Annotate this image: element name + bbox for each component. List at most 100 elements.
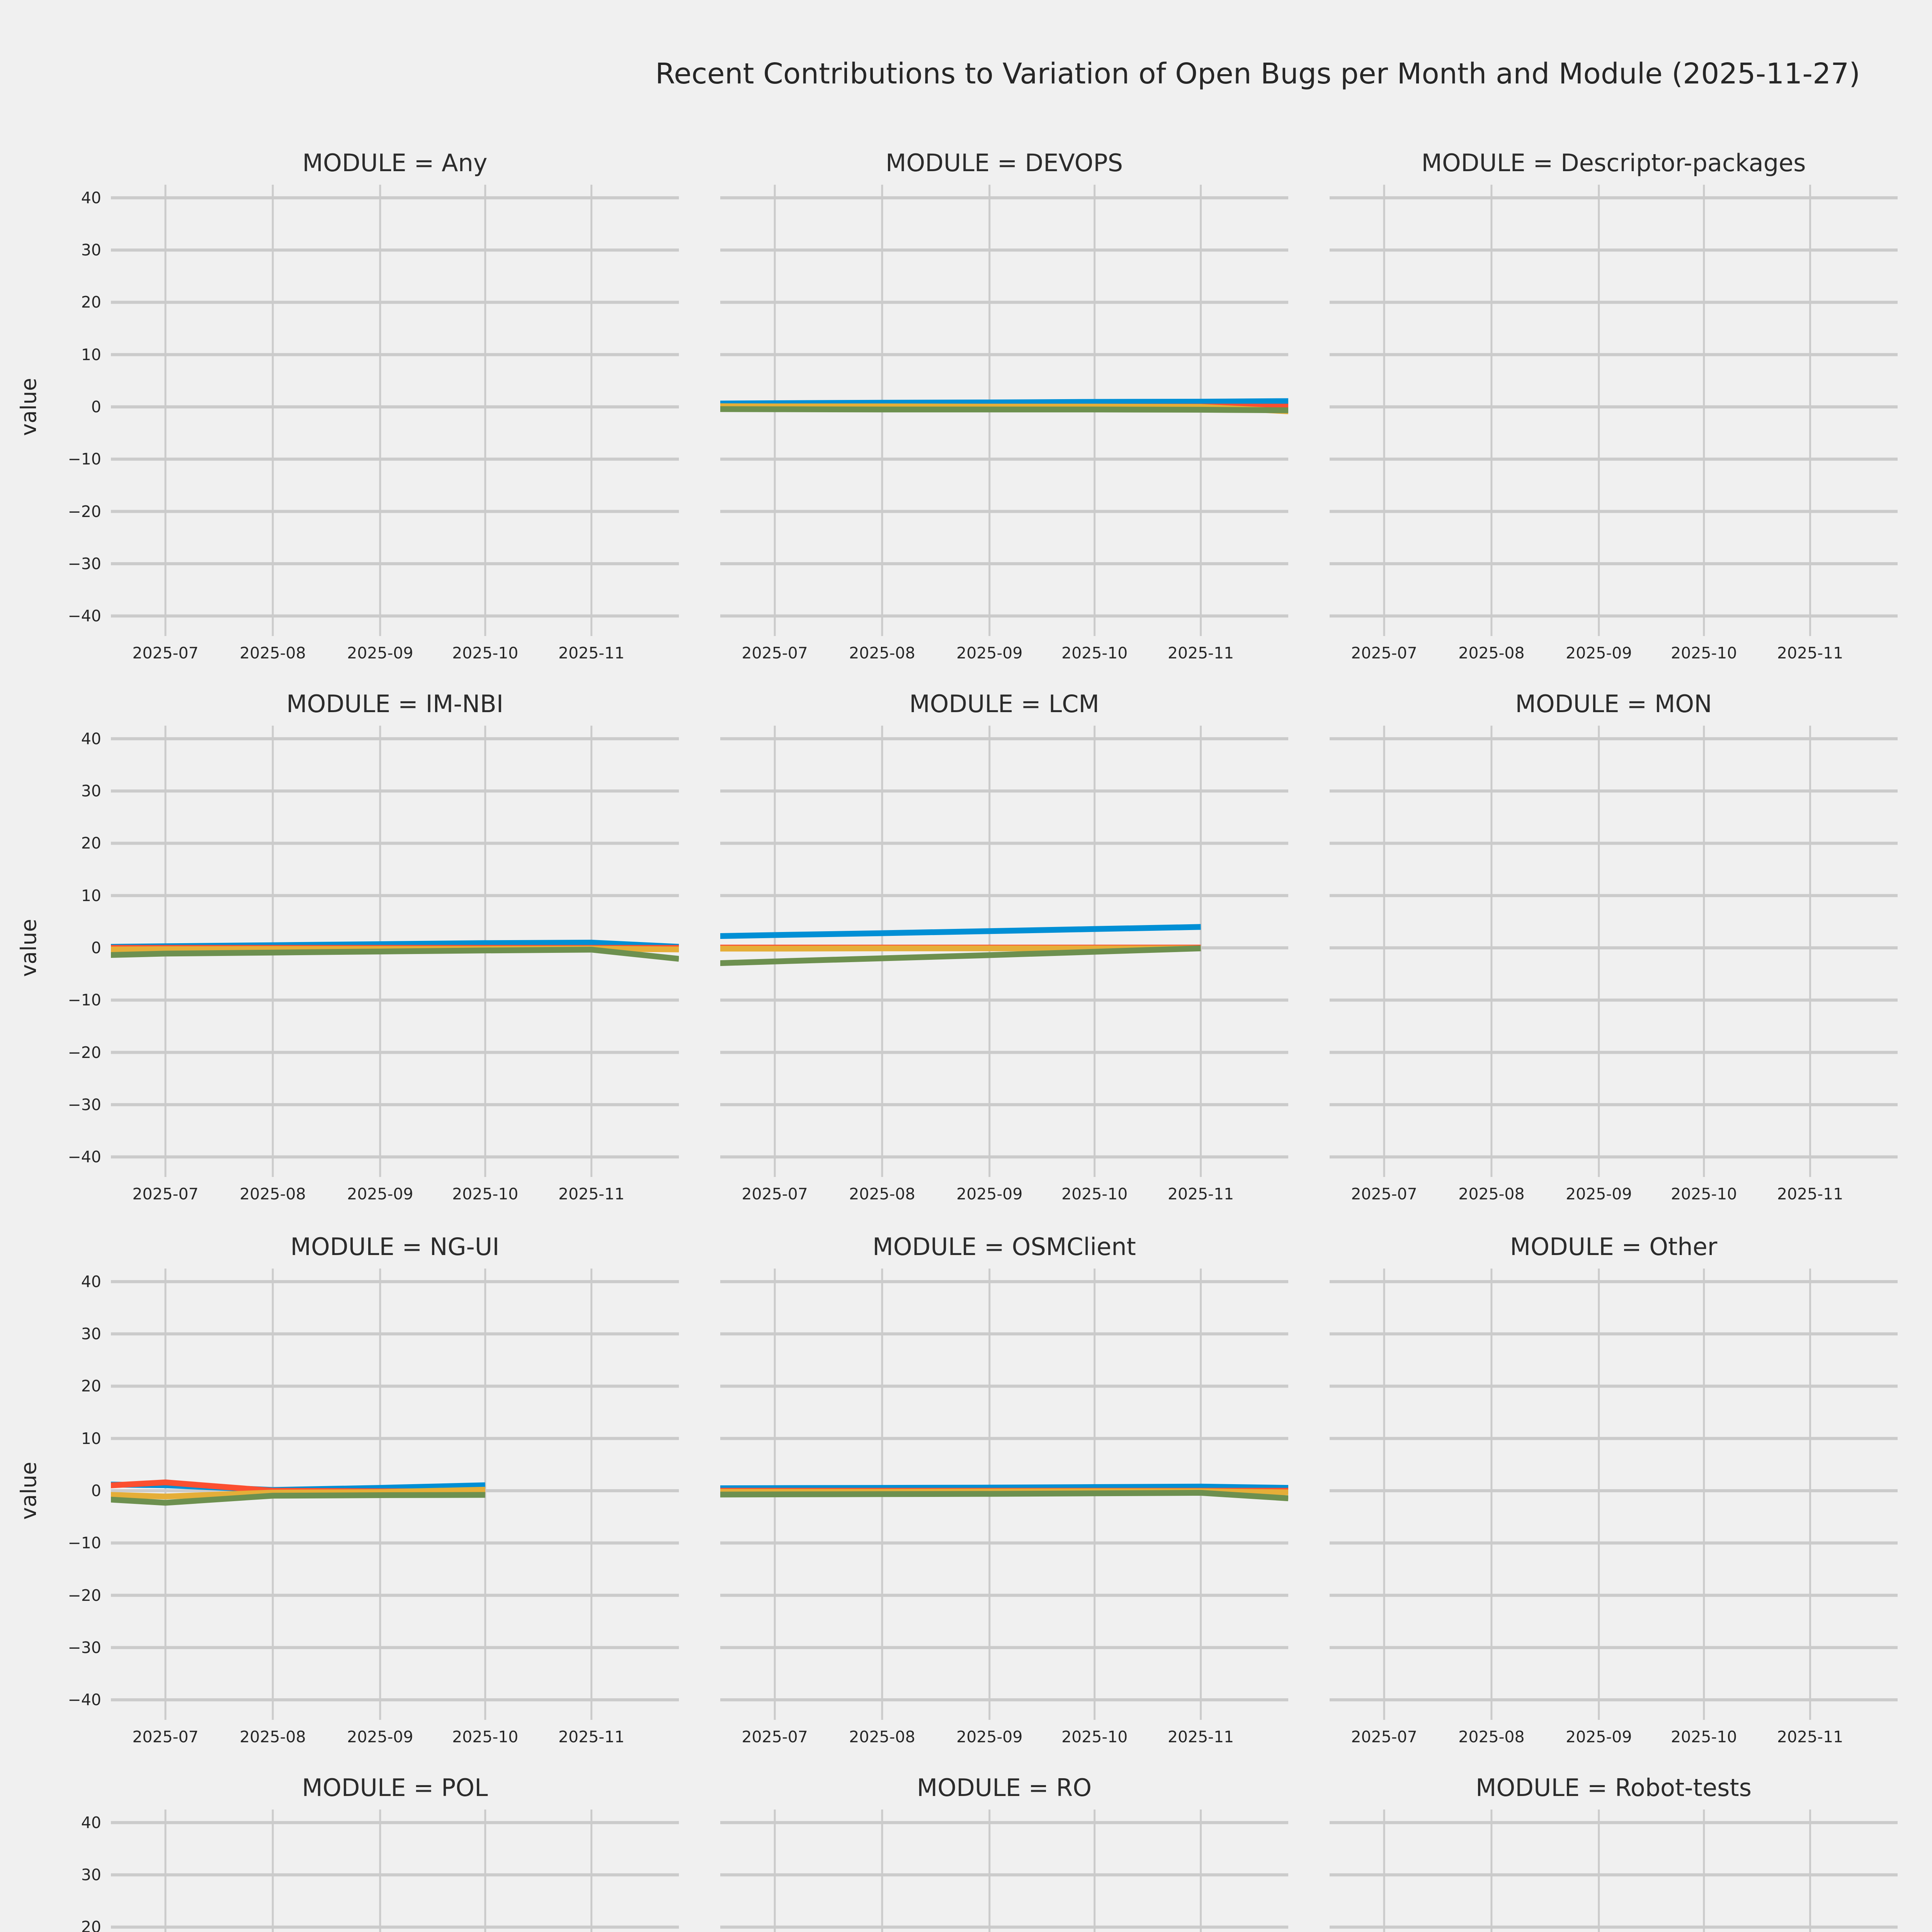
y-tick-label: 40: [81, 188, 101, 207]
y-tick-label: −40: [68, 1148, 101, 1167]
x-tick-label: 2025-08: [240, 1185, 306, 1203]
y-tick-label: −10: [68, 991, 101, 1010]
x-tick-label: 2025-08: [240, 1728, 306, 1746]
y-tick-label: −20: [68, 502, 101, 521]
x-tick-label: 2025-09: [956, 1185, 1023, 1203]
y-tick-label: −10: [68, 450, 101, 469]
x-tick-label: 2025-10: [452, 1728, 519, 1746]
x-tick-label: 2025-11: [558, 1728, 625, 1746]
figure-title: Recent Contributions to Variation of Ope…: [655, 57, 1861, 90]
x-tick-label: 2025-07: [742, 644, 808, 662]
x-tick-label: 2025-10: [452, 644, 519, 662]
series-line-OPENED: [720, 924, 1201, 939]
plot-area: [111, 726, 679, 1177]
plot-area: [720, 726, 1288, 1177]
subplot-title: MODULE = Any: [302, 149, 488, 177]
series-line-CLOSED: [111, 947, 679, 962]
subplot-Robot-tests: MODULE = Robot-tests2025-072025-082025-0…: [1330, 1774, 1898, 1932]
plot-area: [1330, 185, 1898, 636]
y-axis-label: value: [15, 1810, 42, 1932]
subplot-IM-NBI: MODULE = IM-NBI 2025-07 2025-08 2025-09 2025…: [16, 690, 679, 1203]
x-tick-label: 2025-09: [1566, 644, 1632, 662]
x-tick-label: 2025-08: [240, 644, 306, 662]
y-tick-label: 30: [81, 1866, 101, 1884]
y-tick-label: 40: [81, 1272, 101, 1291]
y-axis-label-text: value: [16, 378, 41, 436]
y-tick-label: 30: [81, 241, 101, 260]
subplot-title: MODULE = POL: [302, 1774, 488, 1802]
x-tick-label: 2025-09: [347, 1728, 413, 1746]
x-tick-label: 2025-07: [1351, 1185, 1417, 1203]
subplot-RO: MODULE = RO2025-072025-082025-092025-102…: [720, 1774, 1288, 1932]
y-tick-label: 40: [81, 1813, 101, 1832]
x-tick-label: 2025-11: [558, 1185, 625, 1203]
y-axis-label-text: value: [16, 1461, 41, 1520]
series-line-CLOSED: [720, 945, 1201, 966]
y-tick-label: −10: [68, 1534, 101, 1553]
y-tick-label: 10: [81, 1429, 101, 1448]
y-tick-label: −40: [68, 607, 101, 626]
x-tick-label: 2025-10: [1061, 1728, 1128, 1746]
plot-area: [720, 1810, 1288, 1932]
plot-area: [111, 1269, 679, 1720]
plot-area: [111, 1810, 679, 1932]
x-tick-label: 2025-11: [1167, 1728, 1234, 1746]
x-tick-label: 2025-10: [1061, 1185, 1128, 1203]
x-tick-label: 2025-11: [1167, 1185, 1234, 1203]
x-tick-label: 2025-10: [1671, 644, 1737, 662]
x-tick-label: 2025-07: [132, 1185, 199, 1203]
x-tick-label: 2025-08: [849, 1185, 915, 1203]
subplot-title: MODULE = OSMClient: [872, 1233, 1136, 1261]
subplot-MON: MODULE = MON 2025-07 2025-08 2025-09 2025-10…: [1330, 690, 1898, 1203]
y-tick-label: 10: [81, 345, 101, 364]
subplot-title: MODULE = IM-NBI: [286, 690, 503, 718]
x-tick-label: 2025-09: [1566, 1185, 1632, 1203]
y-tick-label: 30: [81, 1325, 101, 1344]
subplot-title: MODULE = NG-UI: [290, 1233, 500, 1261]
plot-area: [1330, 1810, 1898, 1932]
y-axis-label: value: [15, 185, 42, 629]
x-tick-label: 2025-10: [452, 1185, 519, 1203]
y-tick-label: −20: [68, 1586, 101, 1605]
y-tick-label: 20: [81, 1918, 101, 1932]
subplot-OSMClient: MODULE = OSMClient 2025-07 2025-08 2025-09 2…: [720, 1233, 1288, 1746]
plot-area: [720, 185, 1288, 636]
subplot-NG-UI: MODULE = NG-UI 2025-07 2025-08 2025-09 2025-…: [16, 1233, 679, 1746]
x-tick-label: 2025-07: [742, 1728, 808, 1746]
y-axis-label-text: value: [16, 918, 41, 977]
y-tick-label: 0: [91, 1481, 101, 1500]
y-tick-label: −30: [68, 1638, 101, 1657]
subplot-POL: MODULE = POL2025-072025-082025-092025-10…: [81, 1774, 679, 1932]
x-tick-label: 2025-08: [849, 644, 915, 662]
x-tick-label: 2025-10: [1671, 1185, 1737, 1203]
x-tick-label: 2025-08: [1458, 1728, 1525, 1746]
x-tick-label: 2025-10: [1061, 644, 1128, 662]
y-axis-label: value: [15, 726, 42, 1170]
x-tick-label: 2025-11: [1777, 1728, 1844, 1746]
x-tick-label: 2025-09: [1566, 1728, 1632, 1746]
x-tick-label: 2025-09: [347, 1185, 413, 1203]
subplot-title: MODULE = Other: [1510, 1233, 1718, 1261]
series-line-CLOSED: [111, 1492, 485, 1506]
x-tick-label: 2025-11: [1777, 1185, 1844, 1203]
subplot-title: MODULE = MON: [1515, 690, 1712, 718]
y-tick-label: −30: [68, 1095, 101, 1114]
y-tick-label: 0: [91, 939, 101, 957]
x-tick-label: 2025-07: [132, 644, 199, 662]
subplot-DEVOPS: MODULE = DEVOPS 2025-07 2025-08 2025-09 2025…: [720, 149, 1288, 662]
y-axis-label: value: [15, 1269, 42, 1713]
x-tick-label: 2025-08: [1458, 644, 1525, 662]
subplot-Other: MODULE = Other 2025-07 2025-08 2025-09 2025-…: [1330, 1233, 1898, 1746]
x-tick-label: 2025-07: [1351, 1728, 1417, 1746]
y-tick-label: −20: [68, 1043, 101, 1062]
subplot-title: MODULE = DEVOPS: [885, 149, 1123, 177]
x-tick-label: 2025-07: [132, 1728, 199, 1746]
x-tick-label: 2025-10: [1671, 1728, 1737, 1746]
subplot-LCM: MODULE = LCM 2025-07 2025-08 2025-09 2025-10…: [720, 690, 1288, 1203]
x-tick-label: 2025-11: [558, 644, 625, 662]
x-tick-label: 2025-08: [1458, 1185, 1525, 1203]
y-tick-label: 20: [81, 834, 101, 853]
x-tick-label: 2025-11: [1777, 644, 1844, 662]
y-tick-label: 10: [81, 886, 101, 905]
